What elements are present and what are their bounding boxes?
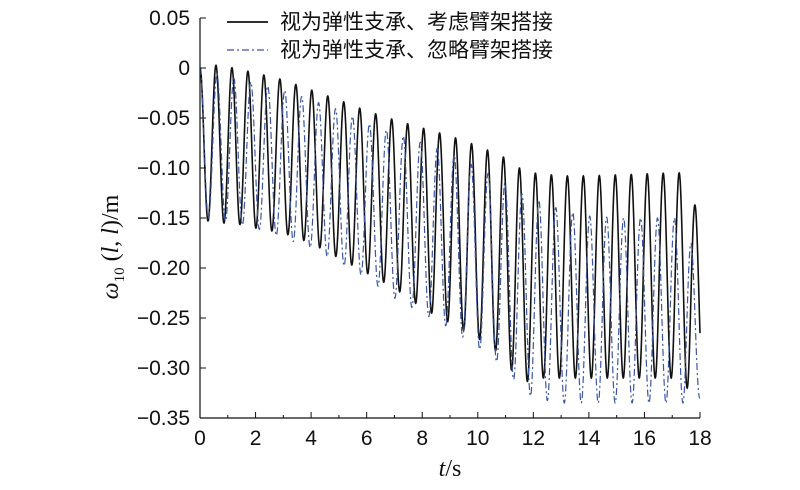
series-line-1	[199, 64, 701, 390]
y-tick-label: −0.25	[137, 307, 190, 330]
x-tick-label: 12	[522, 427, 545, 450]
y-tick-label: −0.35	[137, 407, 190, 430]
y-tick-label: 0.05	[149, 7, 190, 30]
y-tick-label: −0.20	[137, 257, 190, 280]
x-tick-label: 4	[305, 427, 317, 450]
y-tick-label: −0.15	[137, 207, 190, 230]
legend-label-1: 视为弹性支承、考虑臂架搭接	[280, 10, 553, 34]
x-tick-label: 0	[194, 427, 206, 450]
series-line-2	[199, 67, 701, 404]
x-axis-title: t/s	[439, 456, 462, 482]
y-tick-label: −0.30	[137, 357, 190, 380]
x-tick-label: 8	[416, 427, 428, 450]
y-tick-label: −0.10	[137, 157, 190, 180]
x-tick-label: 2	[250, 427, 262, 450]
x-tick-label: 10	[466, 427, 489, 450]
plot-lines	[199, 64, 701, 404]
x-tick-label: 14	[577, 427, 601, 450]
x-tick-label: 18	[688, 427, 711, 450]
x-tick-label: 16	[633, 427, 656, 450]
y-tick-label: −0.05	[137, 107, 190, 130]
ticks: 0 2 4 6 8 10 12 14 16 18 0.05 0 −0.05 −0.10 −0.15 −0.20…	[137, 7, 712, 450]
y-axis-title: ω10 (l, l)/m	[98, 194, 128, 299]
legend-label-2: 视为弹性支承、忽略臂架搭接	[280, 38, 553, 62]
y-tick-label: 0	[178, 57, 190, 80]
x-tick-label: 6	[361, 427, 373, 450]
